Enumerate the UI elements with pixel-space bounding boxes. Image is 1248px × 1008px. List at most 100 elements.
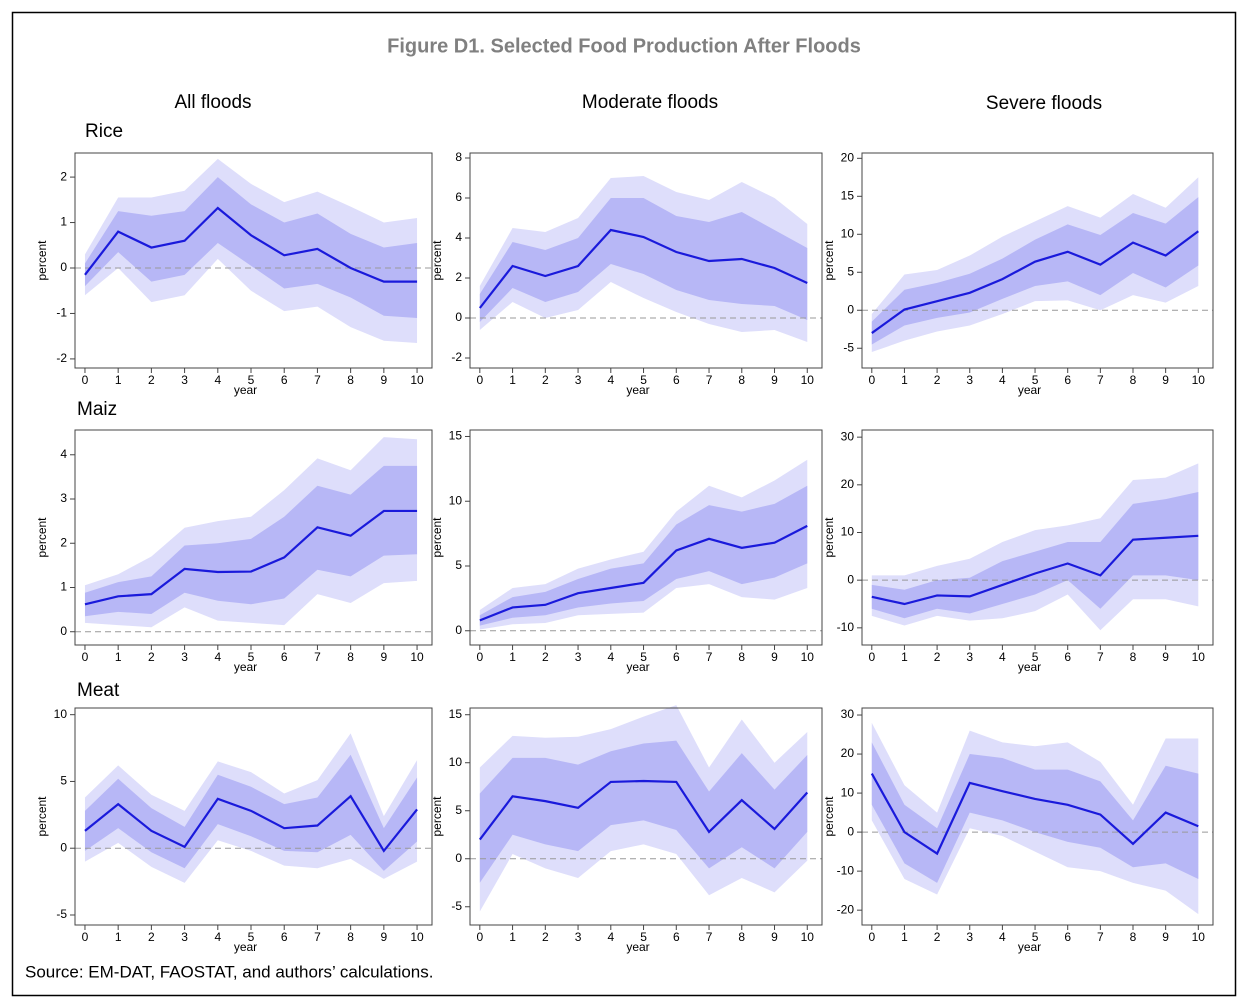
- x-tick-label: 0: [82, 650, 89, 664]
- x-tick-label: 10: [801, 930, 815, 944]
- x-tick-label: 7: [1097, 373, 1104, 387]
- y-tick-label: 10: [841, 785, 855, 799]
- y-tick-label: 10: [841, 525, 855, 539]
- x-tick-label: 5: [1032, 650, 1039, 664]
- estimate-line: [84, 206, 418, 283]
- x-tick-label: 2: [148, 373, 155, 387]
- x-tick-label: 3: [575, 373, 582, 387]
- x-tick-label: 5: [1032, 930, 1039, 944]
- x-tick-label: 7: [314, 373, 321, 387]
- x-tick-label: 2: [542, 650, 549, 664]
- plot-border: [861, 707, 1214, 926]
- x-tick-label: 6: [673, 650, 680, 664]
- x-tick-label: 2: [542, 930, 549, 944]
- x-tick-label: 0: [82, 930, 89, 944]
- y-axis-title: percent: [822, 240, 836, 281]
- x-tick-label: 6: [1064, 650, 1071, 664]
- x-tick-label: 6: [281, 650, 288, 664]
- y-tick-label: -20: [837, 902, 855, 916]
- x-tick-label: 5: [248, 930, 255, 944]
- x-tick-label: 5: [640, 930, 647, 944]
- x-tick-label: 0: [476, 930, 483, 944]
- x-tick-label: 2: [934, 930, 941, 944]
- y-tick-label: 15: [841, 188, 855, 202]
- y-tick-label: 5: [455, 803, 462, 817]
- x-tick-label: 10: [801, 650, 815, 664]
- x-tick-label: 7: [1097, 930, 1104, 944]
- x-tick-label: 6: [281, 930, 288, 944]
- x-tick-label: 4: [607, 650, 614, 664]
- x-tick-label: 7: [314, 650, 321, 664]
- x-tick-label: 4: [214, 930, 221, 944]
- x-tick-label: 3: [575, 930, 582, 944]
- x-tick-label: 0: [82, 373, 89, 387]
- x-tick-label: 1: [509, 650, 516, 664]
- y-tick-label: 2: [60, 169, 67, 183]
- y-tick-label: 10: [54, 707, 68, 721]
- x-tick-label: 10: [1192, 373, 1206, 387]
- y-tick-label: 30: [841, 429, 855, 443]
- y-tick-label: 4: [455, 230, 462, 244]
- y-tick-label: 15: [449, 707, 463, 721]
- x-tick-label: 7: [1097, 650, 1104, 664]
- y-tick-label: 3: [60, 491, 67, 505]
- x-tick-label: 10: [1192, 930, 1206, 944]
- x-tick-label: 3: [181, 930, 188, 944]
- x-tick-label: 4: [999, 650, 1006, 664]
- x-axis-title: year: [626, 660, 649, 674]
- inner-band: [84, 754, 418, 871]
- source-note: Source: EM-DAT, FAOSTAT, and authors’ ca…: [25, 962, 433, 981]
- plot-border: [861, 152, 1214, 369]
- x-tick-label: 0: [868, 373, 875, 387]
- x-tick-label: 6: [673, 930, 680, 944]
- x-tick-label: 3: [575, 650, 582, 664]
- x-tick-label: 10: [410, 930, 424, 944]
- column-title: Severe floods: [986, 93, 1102, 114]
- inner-band: [871, 197, 1199, 345]
- x-tick-label: 8: [738, 930, 745, 944]
- x-tick-label: 1: [901, 373, 908, 387]
- x-tick-label: 8: [1130, 650, 1137, 664]
- x-tick-label: 8: [738, 650, 745, 664]
- y-tick-label: 5: [455, 558, 462, 572]
- y-tick-label: 1: [60, 215, 67, 229]
- row-label: Meat: [77, 680, 120, 701]
- y-axis-title: percent: [822, 796, 836, 837]
- y-tick-label: 0: [455, 310, 462, 324]
- x-axis-title: year: [234, 940, 257, 954]
- y-tick-label: 0: [455, 623, 462, 637]
- x-tick-label: 6: [1064, 373, 1071, 387]
- y-tick-label: 2: [455, 270, 462, 284]
- x-tick-label: 4: [999, 930, 1006, 944]
- x-tick-label: 10: [410, 373, 424, 387]
- estimate-line: [479, 524, 808, 622]
- x-tick-label: 7: [706, 930, 713, 944]
- y-tick-label: 20: [841, 746, 855, 760]
- x-tick-label: 9: [771, 373, 778, 387]
- row-label: Rice: [85, 121, 123, 142]
- x-tick-label: 4: [214, 650, 221, 664]
- y-tick-label: -5: [843, 340, 854, 354]
- y-tick-label: -2: [451, 350, 462, 364]
- x-tick-label: 2: [934, 373, 941, 387]
- x-tick-label: 3: [966, 650, 973, 664]
- y-tick-label: 4: [60, 447, 67, 461]
- y-axis-title: percent: [430, 517, 444, 558]
- x-tick-label: 9: [1162, 650, 1169, 664]
- x-tick-label: 0: [868, 930, 875, 944]
- x-tick-label: 2: [148, 650, 155, 664]
- estimate-line: [478, 228, 808, 309]
- y-tick-label: 30: [841, 707, 855, 721]
- x-tick-label: 0: [868, 650, 875, 664]
- y-tick-label: -1: [56, 306, 67, 320]
- x-tick-label: 2: [148, 930, 155, 944]
- inner-band: [479, 198, 808, 322]
- x-tick-label: 1: [509, 930, 516, 944]
- x-tick-label: 8: [1130, 930, 1137, 944]
- y-tick-label: 0: [847, 824, 854, 838]
- estimate-line: [84, 794, 418, 853]
- y-tick-label: -10: [837, 620, 855, 634]
- x-tick-label: 4: [999, 373, 1006, 387]
- x-tick-label: 4: [214, 373, 221, 387]
